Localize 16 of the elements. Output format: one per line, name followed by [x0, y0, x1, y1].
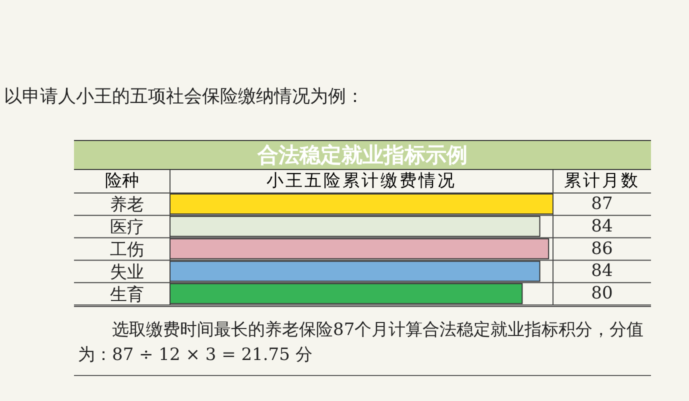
data-label: 84 — [591, 216, 613, 236]
text: 选取缴费时间最长的养老保险87个月计算合法稳定就业指标积分，分值为：87 ÷ 12 × 3 = 21.75 分 — [78, 319, 645, 367]
y-tick-label: 失业 — [110, 262, 144, 282]
text: 累计月数 — [563, 170, 641, 193]
y-tick-label: 生育 — [110, 284, 144, 305]
data-label: 84 — [591, 261, 613, 282]
y-tick-label: 养老 — [110, 195, 144, 216]
y-tick-label: 工伤 — [110, 240, 144, 260]
y-axis-title: 险种 — [104, 170, 140, 193]
data-label: 87 — [591, 194, 613, 214]
y-tick-label: 医疗 — [110, 218, 144, 238]
chart-title: 合法稳定就业指标示例 — [74, 140, 651, 170]
text: 以申请人小王的五项社会保险缴纳情况为例： — [4, 85, 364, 108]
x-axis-title: 小王五险累计缴费情况 — [266, 170, 458, 193]
data-label: 86 — [591, 238, 613, 259]
data-label: 80 — [591, 284, 613, 304]
